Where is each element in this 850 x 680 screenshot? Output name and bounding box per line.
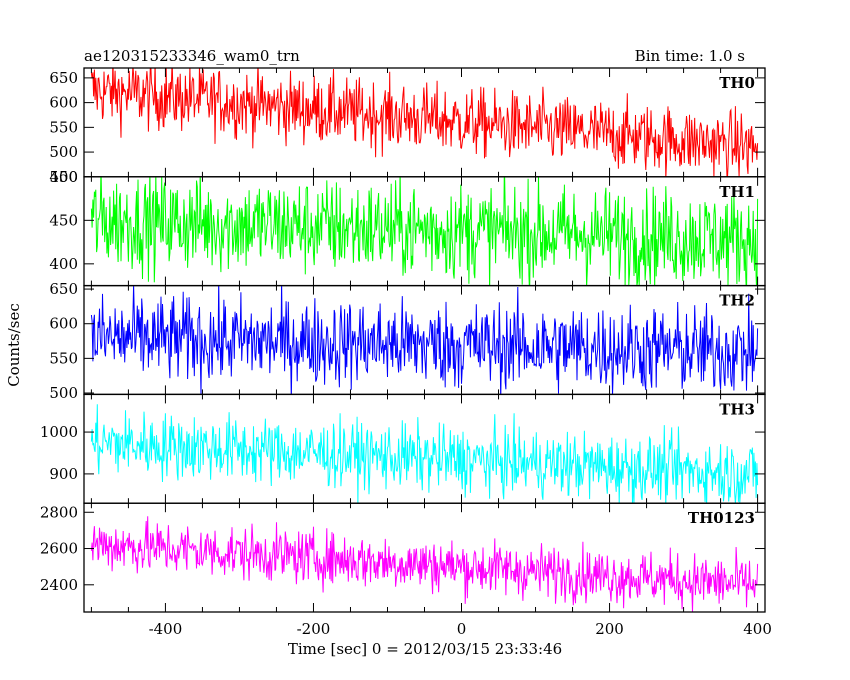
y-tick-label: 650 xyxy=(49,280,78,298)
y-tick-label: 1000 xyxy=(40,423,78,441)
panel-th3: 900 1000 TH3 xyxy=(40,393,766,504)
y-tick-label: 2800 xyxy=(40,503,78,521)
y-tick-label: 400 xyxy=(49,255,78,273)
x-tick-label: -400 xyxy=(149,620,183,638)
x-tick-label: 200 xyxy=(595,620,624,638)
series-line-th0 xyxy=(90,68,759,177)
series-line-th2 xyxy=(90,285,759,395)
y-tick-label: 2600 xyxy=(40,540,78,558)
y-tick-label: 600 xyxy=(49,315,78,333)
y-tick-label: 500 xyxy=(49,143,78,161)
y-axis-label: Counts/sec xyxy=(5,303,23,387)
y-tick-label: 900 xyxy=(49,465,78,483)
y-tick-label: 2400 xyxy=(40,576,78,594)
panel-th0123: 2400 2600 2800 TH0123 xyxy=(40,502,766,613)
x-axis-label: Time [sec] 0 = 2012/03/15 23:33:46 xyxy=(288,640,562,658)
panel-label: TH3 xyxy=(719,400,755,418)
x-tick-label: -200 xyxy=(297,620,331,638)
series-line-th1 xyxy=(90,176,759,286)
panel-label: TH2 xyxy=(719,292,755,310)
y-tick-label: 550 xyxy=(49,118,78,136)
panel-label: TH0123 xyxy=(688,509,755,527)
chart-title: ae120315233346_wam0_trn xyxy=(84,47,300,65)
panel-th2: 500 550 600 650 TH2 xyxy=(49,280,766,402)
bin-time-label: Bin time: 1.0 s xyxy=(635,47,745,65)
y-tick-label: 600 xyxy=(49,94,78,112)
y-tick-label: 450 xyxy=(49,211,78,229)
panel-label: TH0 xyxy=(719,74,755,92)
y-tick-label: 550 xyxy=(49,349,78,367)
y-tick-label: 450 xyxy=(49,168,78,186)
x-tick-label: 0 xyxy=(457,620,467,638)
series-line-th3 xyxy=(90,404,759,504)
y-tick-label: 500 xyxy=(49,384,78,402)
series-line-th0123 xyxy=(90,516,759,613)
panel-label: TH1 xyxy=(719,183,755,201)
y-tick-label: 500 xyxy=(49,168,78,186)
y-tick-label: 650 xyxy=(49,69,78,87)
x-tick-label: 400 xyxy=(743,620,772,638)
